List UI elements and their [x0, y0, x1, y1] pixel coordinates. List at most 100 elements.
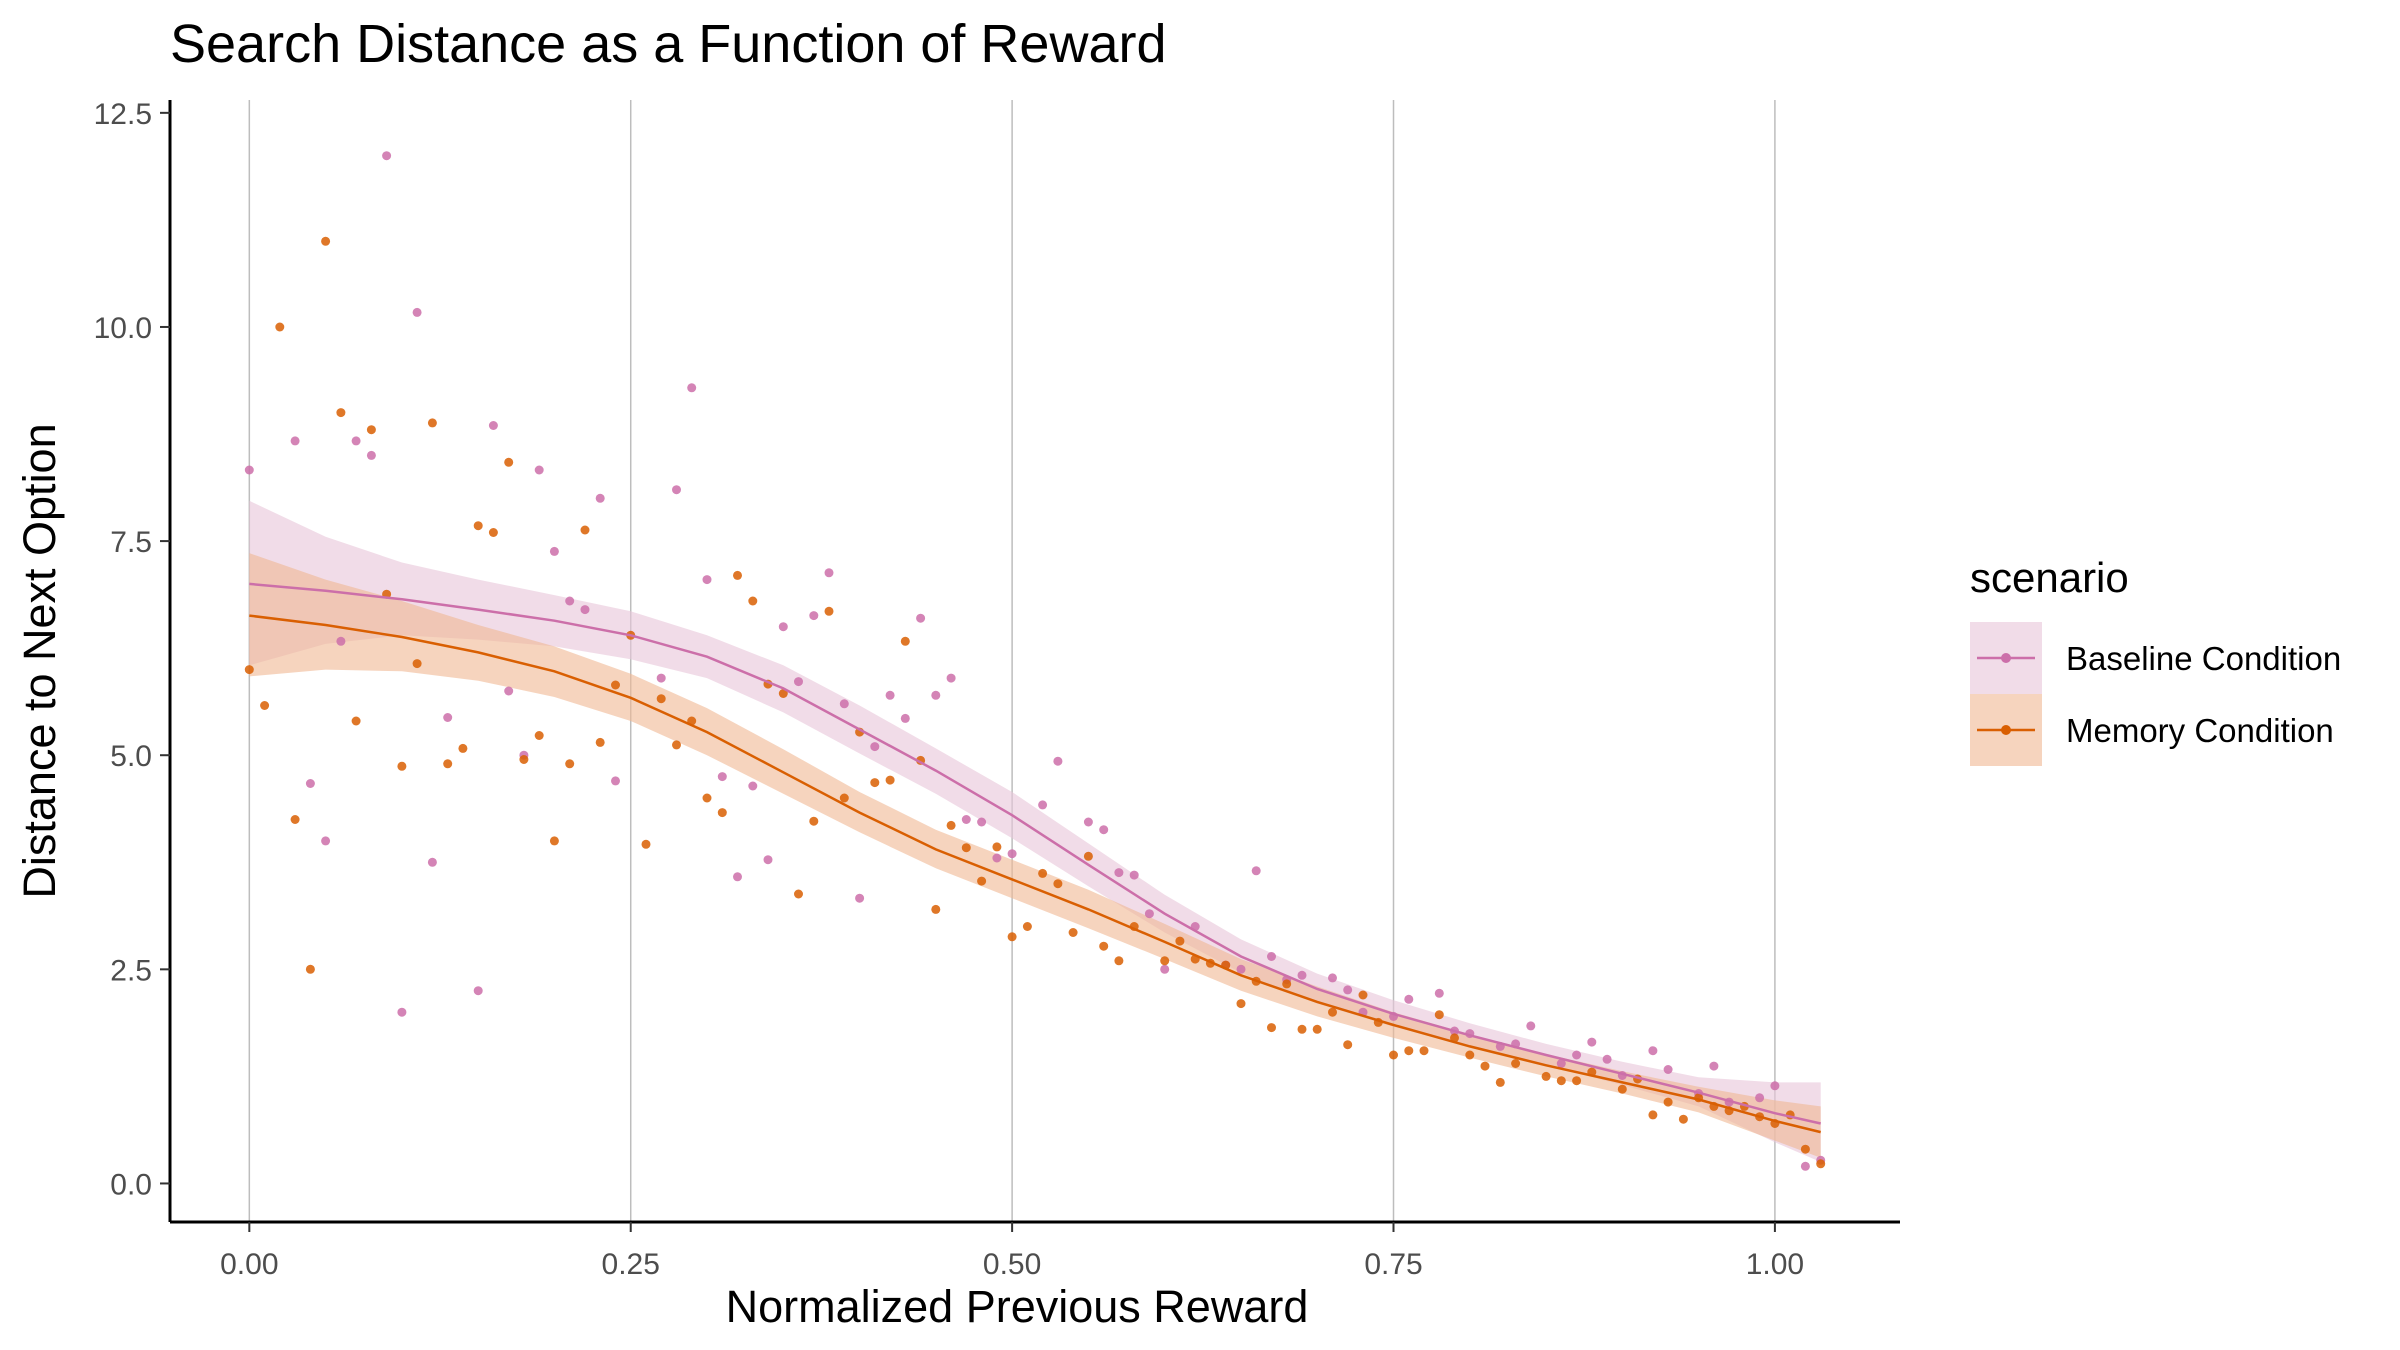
- data-point-s1-38: [824, 606, 834, 616]
- data-point-s0-17: [549, 546, 559, 556]
- data-point-s1-55: [1083, 851, 1093, 861]
- data-point-s0-62: [1343, 985, 1353, 995]
- data-point-s1-30: [702, 793, 712, 803]
- data-point-s0-65: [1404, 994, 1414, 1004]
- data-point-s0-60: [1297, 970, 1307, 980]
- data-point-s1-81: [1495, 1077, 1505, 1087]
- data-point-s1-28: [672, 740, 681, 750]
- legend-dot-1: [2001, 725, 2011, 735]
- data-point-s1-57: [1114, 956, 1124, 966]
- x-tick-label-1: 0.25: [602, 1248, 660, 1281]
- data-point-s0-51: [1129, 870, 1139, 880]
- data-point-s1-22: [580, 525, 590, 535]
- data-point-s0-80: [1709, 1061, 1719, 1071]
- data-point-s1-54: [1068, 928, 1078, 937]
- data-point-s0-21: [611, 776, 620, 786]
- data-point-s0-31: [794, 677, 803, 687]
- data-point-s1-80: [1480, 1061, 1490, 1071]
- data-point-s1-6: [336, 408, 346, 418]
- data-point-s1-5: [321, 236, 331, 246]
- data-point-s1-74: [1389, 1050, 1398, 1060]
- data-point-s1-48: [977, 876, 987, 886]
- data-point-s0-18: [565, 596, 575, 606]
- data-point-s1-91: [1678, 1114, 1688, 1124]
- data-point-s1-13: [443, 759, 453, 769]
- data-point-s0-52: [1144, 909, 1154, 919]
- data-point-s0-24: [687, 383, 697, 393]
- data-point-s1-3: [290, 815, 300, 824]
- data-point-s1-18: [519, 755, 529, 764]
- data-point-s0-25: [702, 575, 712, 585]
- data-point-s1-24: [611, 680, 620, 690]
- data-point-s0-44: [992, 853, 1002, 863]
- y-ticks: 0.0 2.5 5.0 7.5 10.0 12.5: [94, 98, 170, 1201]
- x-tick-label-4: 1.00: [1746, 1248, 1804, 1281]
- data-point-s1-85: [1572, 1076, 1582, 1086]
- data-point-s1-47: [961, 843, 971, 853]
- data-point-s1-56: [1099, 941, 1109, 951]
- data-point-s1-33: [748, 596, 758, 606]
- data-point-s0-30: [778, 622, 788, 632]
- x-tick-label-0: 0.00: [220, 1248, 278, 1281]
- data-point-s0-33: [824, 568, 834, 578]
- data-point-s0-58: [1267, 952, 1276, 961]
- y-tick-label-0: 0.0: [110, 1168, 152, 1201]
- data-point-s1-2: [275, 322, 285, 332]
- data-point-s1-66: [1267, 1023, 1276, 1033]
- legend-dot-0: [2001, 653, 2011, 663]
- data-point-s1-78: [1450, 1033, 1459, 1043]
- data-point-s0-48: [1083, 817, 1093, 827]
- data-point-s1-12: [427, 418, 437, 428]
- data-point-s1-46: [946, 820, 956, 830]
- data-point-s1-4: [305, 964, 315, 974]
- data-point-s0-73: [1572, 1050, 1582, 1060]
- data-point-s1-90: [1663, 1097, 1673, 1107]
- data-point-s1-77: [1434, 1010, 1444, 1020]
- data-point-s1-37: [809, 816, 819, 826]
- data-point-s1-7: [351, 716, 361, 726]
- data-point-s0-11: [443, 713, 453, 722]
- data-point-s0-45: [1007, 849, 1017, 859]
- data-point-s1-87: [1617, 1084, 1627, 1094]
- data-point-s1-82: [1511, 1059, 1521, 1068]
- data-point-s1-79: [1465, 1050, 1475, 1060]
- data-point-s1-19: [534, 731, 544, 740]
- data-point-s1-64: [1236, 999, 1246, 1009]
- data-point-s0-42: [961, 815, 971, 824]
- data-point-s0-50: [1114, 868, 1124, 878]
- data-point-s0-41: [946, 673, 956, 683]
- data-point-s0-5: [351, 436, 361, 446]
- data-point-s0-16: [534, 465, 544, 475]
- data-point-s1-16: [488, 528, 498, 537]
- data-point-s1-50: [1007, 932, 1017, 942]
- fit-line-1: [249, 614, 1821, 1134]
- chart-title: Search Distance as a Function of Reward: [170, 14, 1167, 74]
- data-point-s1-26: [641, 839, 651, 849]
- y-tick-label-3: 7.5: [110, 526, 152, 559]
- y-tick-label-4: 10.0: [94, 312, 152, 345]
- data-point-s0-43: [977, 817, 987, 827]
- x-axis-title: Normalized Previous Reward: [726, 1281, 1309, 1332]
- y-tick-label-5: 12.5: [94, 98, 152, 131]
- data-point-s0-2: [305, 779, 315, 788]
- x-ticks: 0.00 0.25 0.50 0.75 1.00: [220, 1222, 1804, 1281]
- data-point-s0-39: [916, 613, 926, 623]
- data-point-s0-40: [931, 690, 941, 700]
- data-point-s1-11: [412, 659, 422, 669]
- data-point-s0-28: [748, 781, 758, 791]
- data-point-s0-12: [473, 986, 483, 996]
- data-point-s1-75: [1404, 1046, 1414, 1056]
- data-point-s0-20: [595, 493, 605, 503]
- legend-label-0: Baseline Condition: [2066, 640, 2341, 677]
- data-point-s0-82: [1755, 1093, 1765, 1103]
- data-point-s1-23: [595, 737, 605, 747]
- data-point-s0-71: [1526, 1021, 1536, 1031]
- data-point-s1-67: [1282, 979, 1292, 989]
- data-point-s0-47: [1053, 756, 1063, 766]
- data-point-s1-53: [1053, 879, 1063, 889]
- data-point-s0-10: [427, 857, 437, 867]
- x-tick-label-3: 0.75: [1364, 1248, 1422, 1281]
- data-point-s1-59: [1160, 956, 1170, 966]
- data-point-s1-72: [1358, 990, 1368, 1000]
